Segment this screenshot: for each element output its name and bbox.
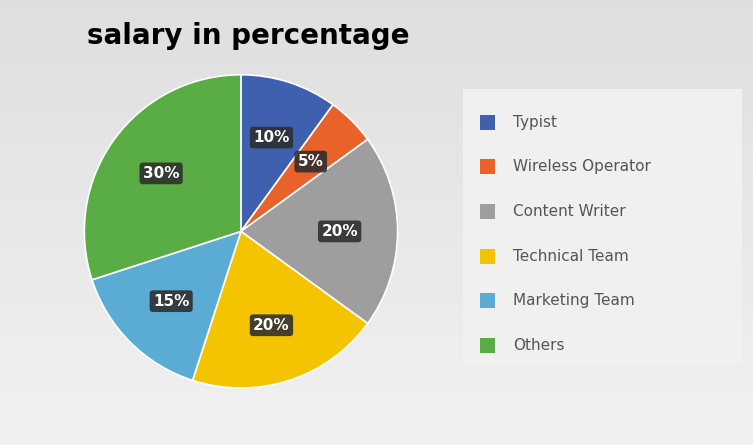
Text: 10%: 10% [253,130,290,145]
Wedge shape [92,231,241,380]
Wedge shape [193,231,367,388]
FancyBboxPatch shape [480,293,495,308]
FancyBboxPatch shape [480,114,495,129]
FancyBboxPatch shape [480,338,495,353]
Text: Wireless Operator: Wireless Operator [514,159,651,174]
Text: Typist: Typist [514,115,557,129]
Wedge shape [241,75,333,231]
FancyBboxPatch shape [480,204,495,219]
Text: 20%: 20% [322,224,358,239]
Text: Others: Others [514,338,565,353]
Text: 15%: 15% [153,294,189,309]
FancyBboxPatch shape [480,249,495,264]
FancyBboxPatch shape [480,159,495,174]
Wedge shape [241,105,367,231]
Text: Marketing Team: Marketing Team [514,293,635,308]
Text: Content Writer: Content Writer [514,204,626,219]
Text: 5%: 5% [297,154,324,169]
Text: Technical Team: Technical Team [514,249,629,264]
Wedge shape [241,139,398,324]
Wedge shape [84,75,241,280]
Text: 30%: 30% [143,166,179,181]
Text: salary in percentage: salary in percentage [87,22,410,50]
Text: 20%: 20% [253,318,290,333]
